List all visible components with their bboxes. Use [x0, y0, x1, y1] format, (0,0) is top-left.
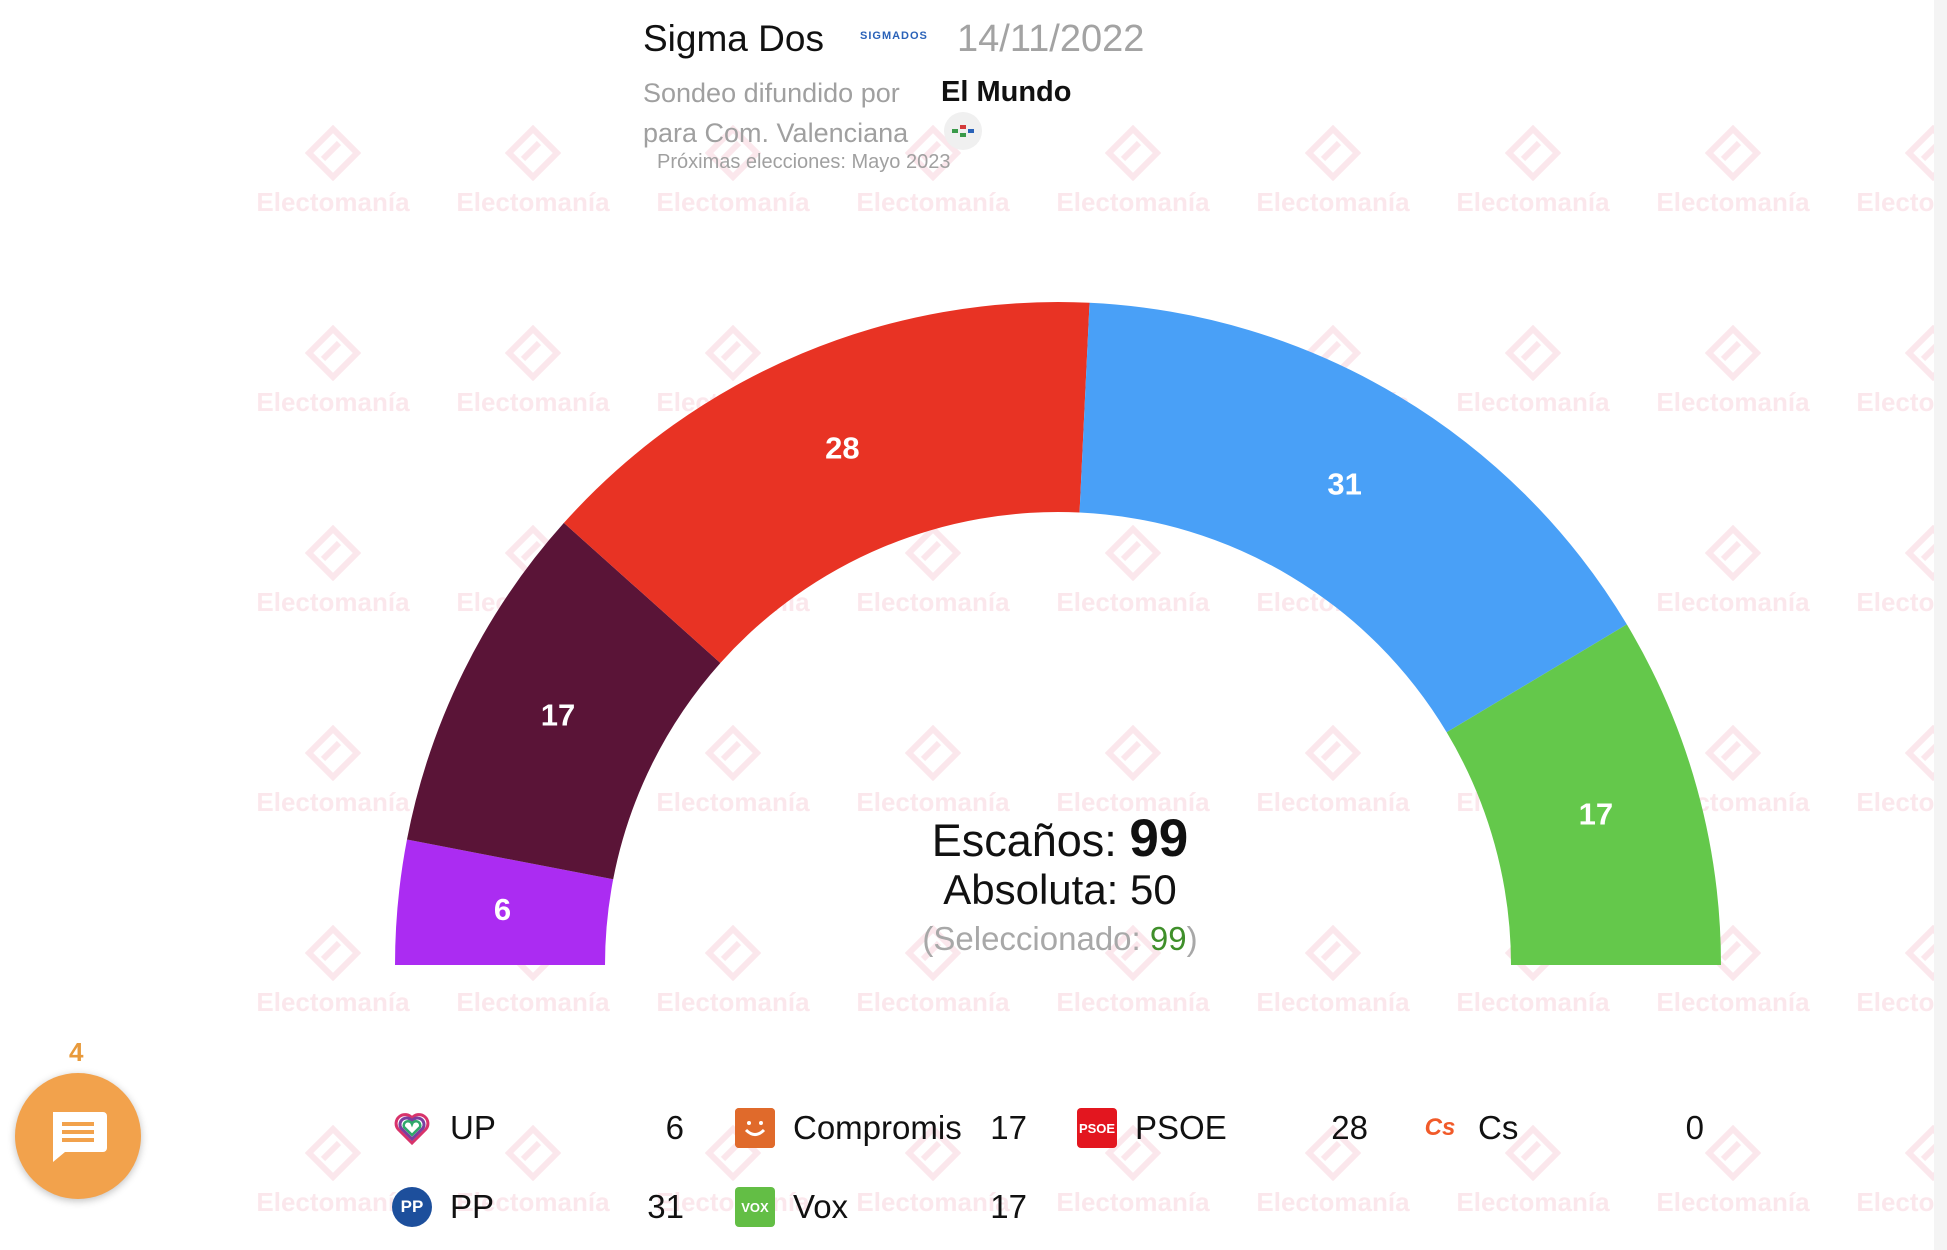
scrollbar-track[interactable]	[1934, 0, 1947, 1250]
poll-date: 14/11/2022	[957, 18, 1145, 60]
total-seats-label: Escaños:	[931, 815, 1117, 866]
majority-value: 50	[1130, 866, 1177, 913]
majority: Absoluta: 50	[800, 866, 1320, 914]
next-elections-note: Próximas elecciones: Mayo 2023	[657, 151, 951, 173]
hemicycle-segment-pp[interactable]	[1079, 302, 1627, 733]
selected-value: 99	[1149, 920, 1187, 957]
pp-logo-icon: PP	[392, 1187, 432, 1227]
legend-item-vox[interactable]: VOX Vox 17	[735, 1182, 1035, 1232]
psoe-logo-icon: PSOE	[1077, 1108, 1117, 1148]
legend-item-pp[interactable]: PP PP 31	[392, 1182, 692, 1232]
cs-logo-icon: Cs	[1424, 1114, 1456, 1141]
legend-party-name: Compromis	[793, 1109, 962, 1146]
legend-item-cs[interactable]: Cs Cs 0	[1420, 1103, 1720, 1153]
legend-seat-count: 17	[990, 1188, 1027, 1225]
published-by-label: Sondeo difundido por	[643, 78, 900, 108]
media-name[interactable]: El Mundo	[941, 76, 1072, 108]
legend-party-name: UP	[450, 1109, 496, 1146]
legend-item-psoe[interactable]: PSOE PSOE 28	[1077, 1103, 1377, 1153]
pollster-name: Sigma Dos	[643, 18, 824, 59]
legend-seat-count: 17	[990, 1109, 1027, 1146]
region-flag-icon	[944, 112, 982, 150]
legend-party-name: PSOE	[1135, 1109, 1227, 1146]
legend-item-compromis[interactable]: Compromis 17	[735, 1103, 1035, 1153]
vox-logo-icon: VOX	[735, 1187, 775, 1227]
legend-party-name: Vox	[793, 1188, 849, 1225]
segment-seat-label: 28	[825, 431, 859, 466]
legend-item-up[interactable]: UP 6	[392, 1103, 692, 1153]
legend-party-name: Cs	[1478, 1109, 1519, 1146]
hemicycle-segment-psoe[interactable]	[563, 302, 1090, 663]
pollster-logo: SIGMADOS	[860, 30, 928, 42]
majority-label: Absoluta:	[943, 866, 1119, 913]
region-label: para Com. Valenciana	[643, 118, 909, 148]
compromis-smile-icon	[735, 1108, 775, 1148]
segment-seat-label: 17	[541, 697, 575, 732]
segment-seat-label: 17	[1579, 796, 1613, 831]
selected-seats: (Seleccionado: 99)	[800, 920, 1320, 958]
hemicycle-segment-vox[interactable]	[1446, 624, 1721, 965]
legend-seat-count: 31	[647, 1188, 684, 1225]
heart-icon	[392, 1108, 432, 1148]
hemicycle-segments	[395, 302, 1721, 965]
hemicycle-labels: 6 17 28 31 17	[494, 431, 1613, 928]
legend-seat-count: 28	[1331, 1109, 1368, 1146]
selected-open: (Seleccionado:	[922, 920, 1141, 957]
segment-seat-label: 31	[1327, 466, 1361, 501]
legend-seat-count: 6	[665, 1109, 684, 1146]
hemicycle-segment-compromis[interactable]	[406, 522, 721, 880]
segment-seat-label: 6	[494, 892, 511, 927]
hemicycle-segment-up[interactable]	[395, 839, 614, 965]
chat-bubble-icon	[53, 1112, 107, 1162]
chat-button[interactable]	[15, 1073, 141, 1199]
legend-party-name: PP	[450, 1188, 495, 1225]
chat-badge: 4	[69, 1037, 84, 1067]
total-seats-value: 99	[1129, 809, 1189, 868]
selected-close: )	[1186, 920, 1198, 957]
legend-seat-count: 0	[1685, 1109, 1704, 1146]
total-seats: Escaños: 99	[800, 808, 1320, 869]
